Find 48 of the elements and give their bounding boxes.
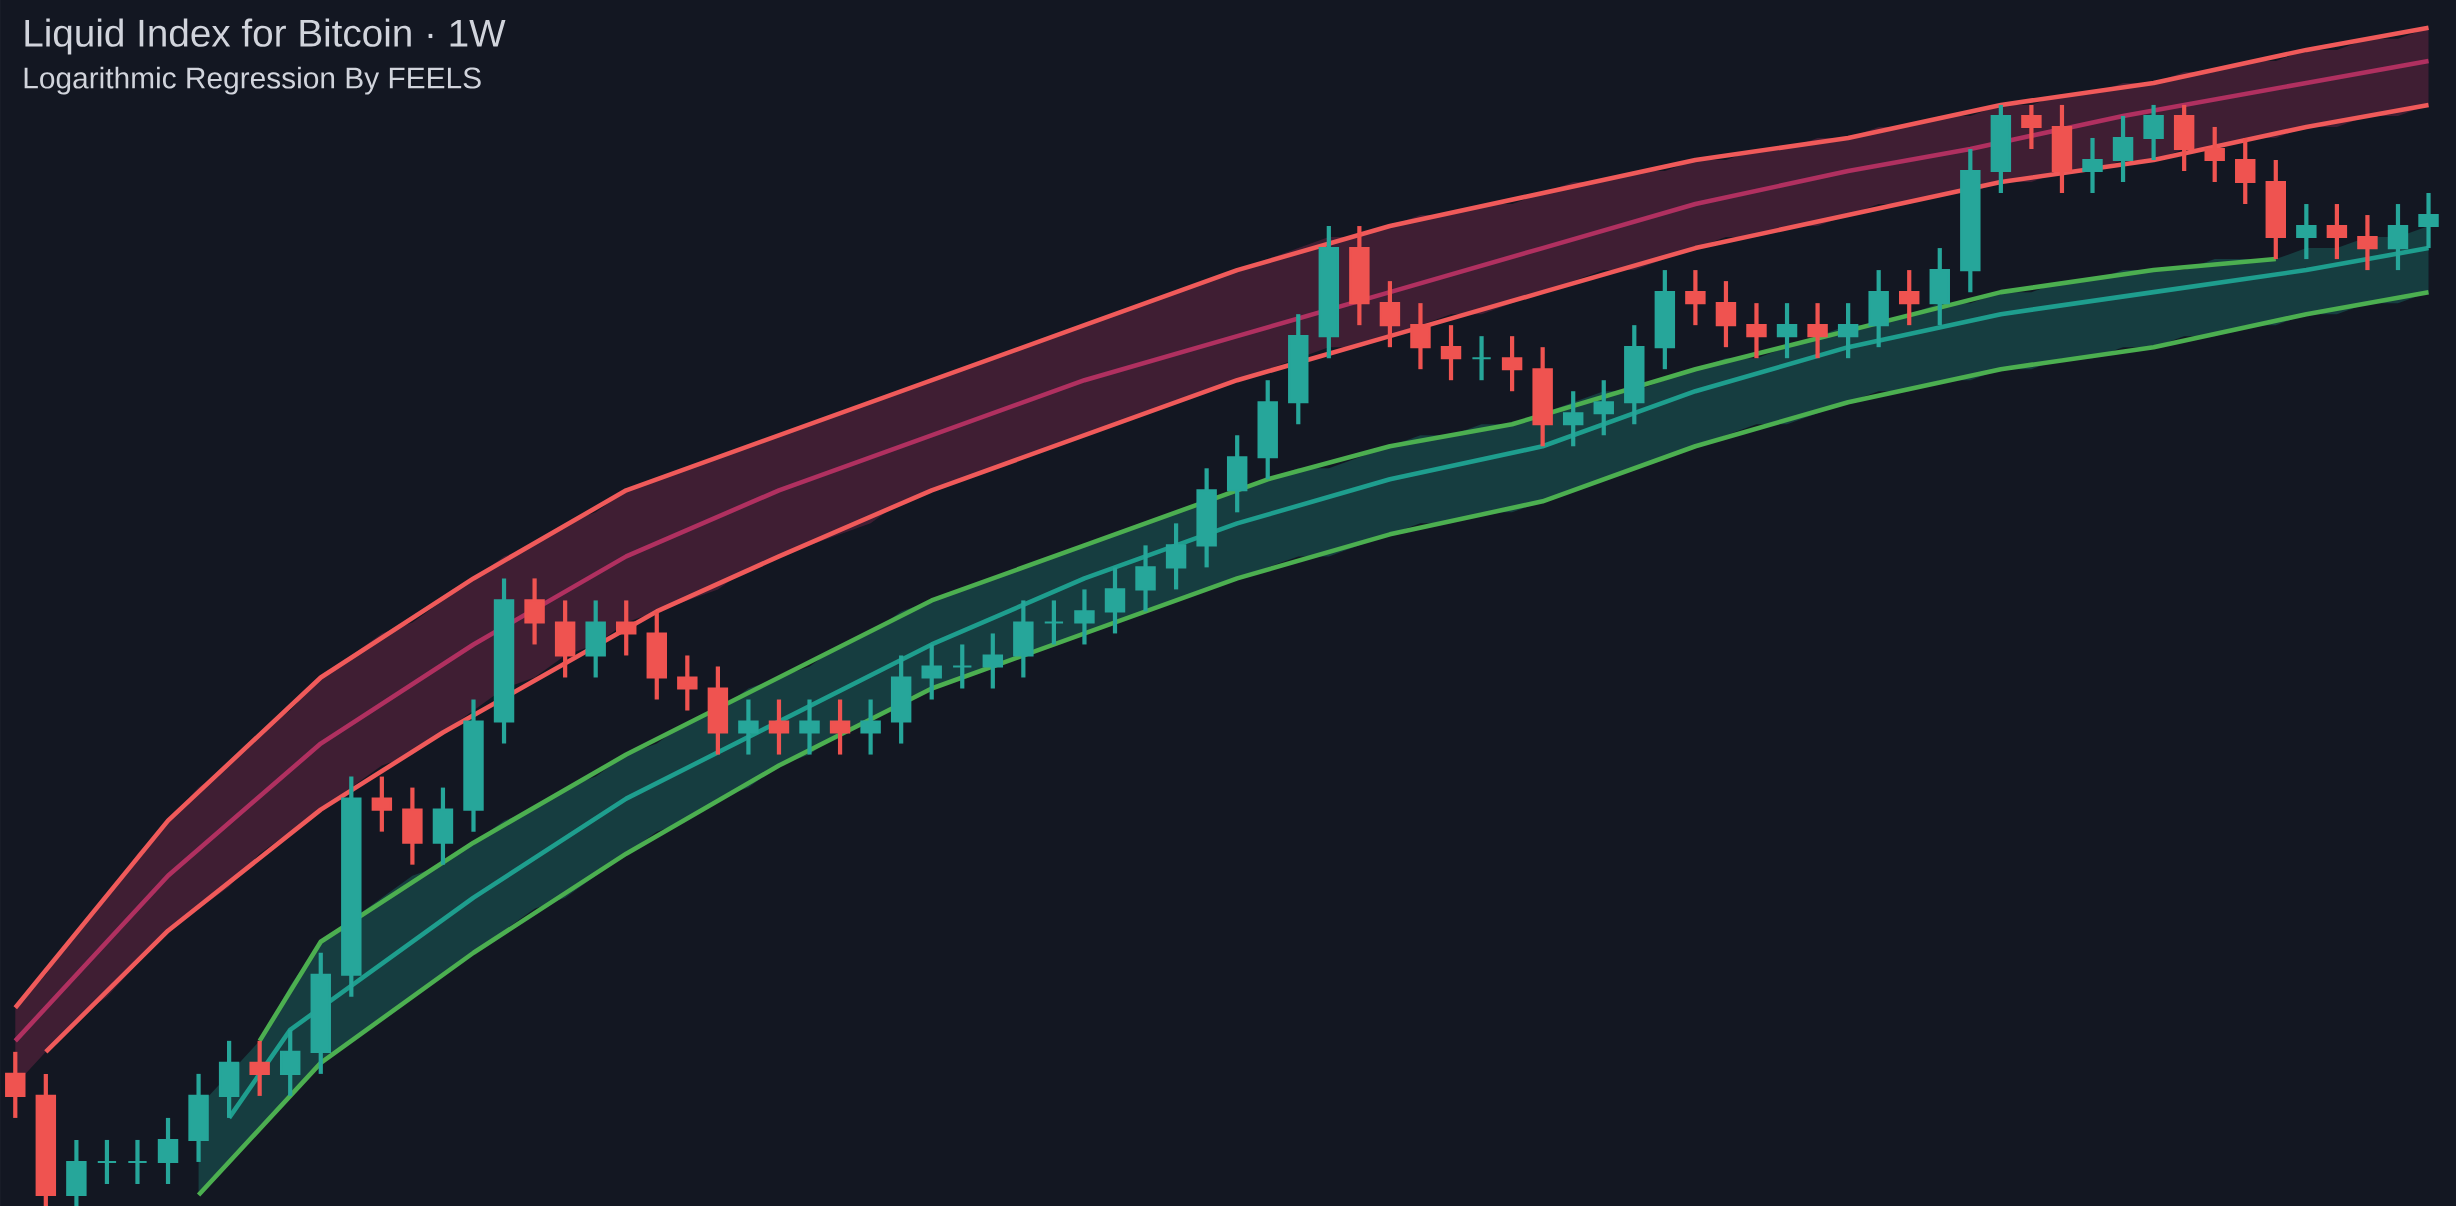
candlestick bbox=[1715, 281, 1737, 348]
candlestick bbox=[1746, 303, 1767, 359]
candlestick bbox=[1410, 303, 1431, 370]
candlestick bbox=[1593, 380, 1614, 436]
candlestick bbox=[524, 578, 545, 645]
candlestick bbox=[1165, 523, 1187, 590]
candlestick bbox=[5, 1051, 26, 1118]
candlestick bbox=[96, 1139, 118, 1184]
candlestick bbox=[1501, 336, 1523, 392]
candlestick bbox=[127, 1139, 148, 1184]
candlestick bbox=[1562, 391, 1584, 447]
candlestick bbox=[1043, 600, 1065, 645]
candlestick bbox=[2082, 137, 2103, 193]
chart-title: Liquid Index for Bitcoin · 1W bbox=[25, 18, 506, 55]
candlestick bbox=[157, 1117, 179, 1184]
candlestick bbox=[371, 776, 393, 832]
candlestick bbox=[921, 644, 942, 700]
candlestick bbox=[738, 699, 759, 755]
candlestick bbox=[1776, 303, 1798, 359]
candlestick bbox=[2235, 137, 2256, 204]
candlestick bbox=[2112, 115, 2134, 182]
candlestick bbox=[1135, 545, 1156, 612]
candlestick bbox=[249, 1040, 270, 1096]
candlestick bbox=[952, 644, 973, 689]
candlestick bbox=[829, 699, 851, 755]
candlestick bbox=[1440, 325, 1462, 381]
candlestick bbox=[616, 600, 637, 656]
candlestick bbox=[860, 699, 881, 755]
candlestick bbox=[677, 655, 698, 711]
candlestick bbox=[799, 699, 820, 755]
candlestick bbox=[1104, 567, 1126, 634]
chart-subtitle: Logarithmic Regression By FEELS bbox=[24, 66, 481, 95]
candlestick bbox=[768, 699, 790, 755]
candlestick bbox=[1685, 270, 1706, 326]
candlestick bbox=[2326, 203, 2348, 260]
candlestick bbox=[2021, 104, 2042, 149]
candlestick bbox=[982, 633, 1004, 689]
candlestick bbox=[2143, 104, 2164, 160]
candlestick bbox=[1074, 589, 1095, 645]
candlestick bbox=[1471, 336, 1492, 381]
candlestick bbox=[279, 1029, 301, 1096]
candlestick bbox=[2296, 203, 2317, 260]
candlestick bbox=[1379, 281, 1401, 348]
candlestick bbox=[1899, 270, 1920, 326]
candlestick bbox=[1837, 303, 1859, 359]
candlestick bbox=[1807, 303, 1828, 359]
candlestick bbox=[2204, 126, 2225, 182]
candlestick bbox=[2357, 214, 2378, 271]
